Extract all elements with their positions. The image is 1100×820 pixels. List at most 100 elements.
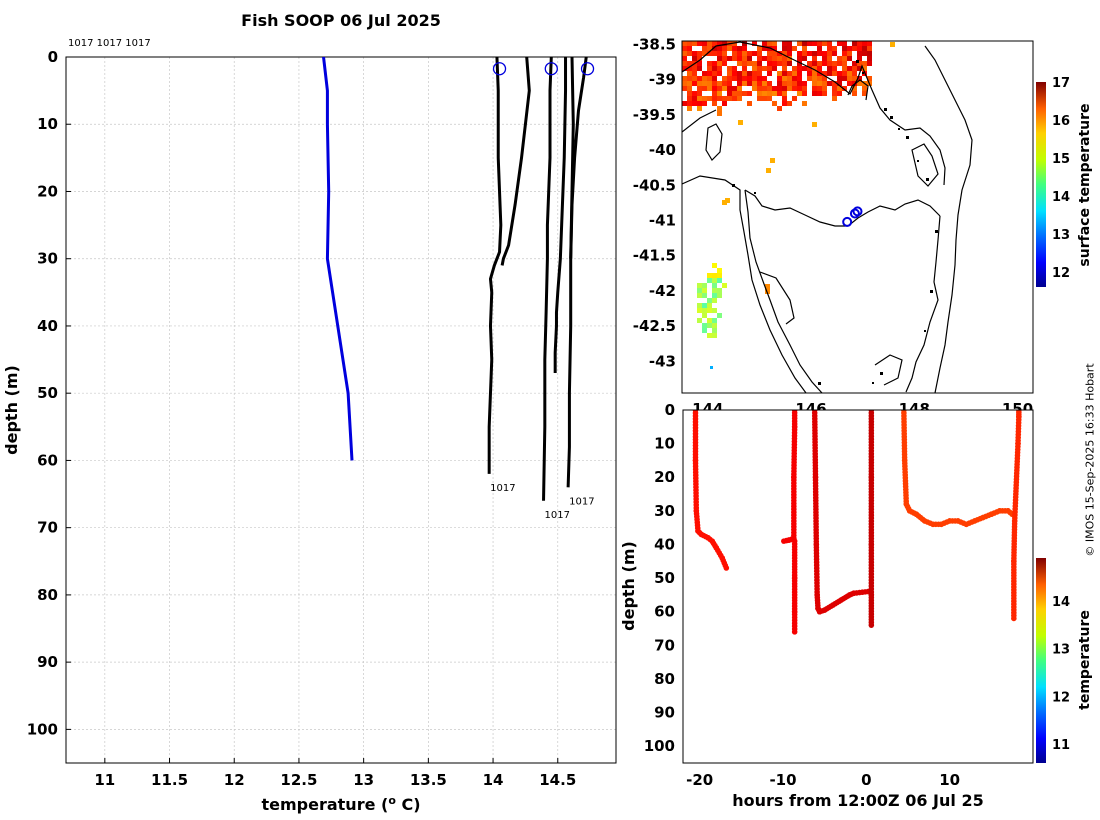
sst-pixel bbox=[682, 51, 687, 56]
y-tick: 80 bbox=[37, 586, 58, 604]
sst-pixel bbox=[857, 51, 862, 56]
sst-pixel bbox=[847, 51, 852, 56]
sst-pixel bbox=[782, 86, 787, 91]
sst-pixel bbox=[712, 81, 717, 86]
section-points bbox=[692, 410, 1022, 635]
sst-pixel bbox=[772, 91, 777, 96]
x-tick: 14.5 bbox=[539, 771, 576, 789]
sst-pixel bbox=[742, 61, 747, 66]
sst-pixel bbox=[797, 81, 802, 86]
sst-pixel bbox=[682, 101, 687, 106]
profile-series-1017-c bbox=[542, 57, 553, 501]
profile-top-labels: 1017 1017 1017 bbox=[68, 38, 151, 49]
sst-pixel bbox=[732, 86, 737, 91]
x-tick: 10 bbox=[939, 771, 960, 789]
section-point bbox=[868, 622, 875, 628]
sst-pixel bbox=[802, 91, 807, 96]
sst-pixel bbox=[742, 71, 747, 76]
section-x-label: hours from 12:00Z 06 Jul 25 bbox=[732, 791, 983, 810]
deployment-marker bbox=[842, 216, 853, 227]
profile-y-label: depth (m) bbox=[2, 365, 21, 455]
x-label-sup: o bbox=[388, 794, 396, 807]
sst-pixel bbox=[697, 86, 702, 91]
sst-pixel bbox=[682, 41, 687, 46]
sst-pixel bbox=[862, 91, 867, 96]
coast-dots bbox=[732, 60, 938, 385]
sst-pixel bbox=[812, 51, 817, 56]
sst-pixel bbox=[702, 46, 707, 51]
y-tick: 10 bbox=[37, 115, 58, 133]
sst-pixel bbox=[707, 333, 712, 338]
sst-pixel bbox=[847, 81, 852, 86]
sst-pixel bbox=[787, 86, 792, 91]
sst-pixel bbox=[822, 61, 827, 66]
sst-pixel bbox=[747, 91, 752, 96]
sst-pixel bbox=[787, 41, 792, 46]
sst-pixel bbox=[767, 56, 772, 61]
sst-pixel bbox=[762, 86, 767, 91]
profile-series-1017-d bbox=[553, 57, 568, 374]
sst-pixel bbox=[787, 51, 792, 56]
sst-pixel bbox=[837, 56, 842, 61]
sst-pixel bbox=[792, 71, 797, 76]
sst-pixel bbox=[697, 318, 702, 323]
sst-pixel bbox=[867, 61, 872, 66]
sst-pixel bbox=[682, 81, 687, 86]
sst-pixel bbox=[857, 76, 862, 81]
profile-series-1017-a bbox=[487, 57, 503, 474]
sst-pixel bbox=[822, 81, 827, 86]
sst-pixel bbox=[827, 46, 832, 51]
sst-pixel bbox=[807, 71, 812, 76]
sst-pixel bbox=[712, 86, 717, 91]
map-colorbar bbox=[1036, 82, 1046, 287]
profile-series-1017-b bbox=[500, 57, 531, 266]
sst-pixel bbox=[862, 86, 867, 91]
profile-x-ticks: 11 11.5 12 12.5 13 13.5 14 14.5 bbox=[94, 771, 576, 789]
sst-pixel bbox=[737, 56, 742, 61]
sst-pixel bbox=[807, 51, 812, 56]
x-tick: 14 bbox=[483, 771, 504, 789]
sst-pixel bbox=[712, 91, 717, 96]
sst-pixel bbox=[682, 46, 687, 51]
sst-pixel bbox=[737, 71, 742, 76]
sst-pixel bbox=[857, 66, 862, 71]
sst-pixel bbox=[782, 101, 787, 106]
sst-pixel bbox=[852, 86, 857, 91]
section-colorbar bbox=[1036, 558, 1046, 763]
sst-pixel bbox=[762, 41, 767, 46]
sst-pixel bbox=[772, 61, 777, 66]
sst-pixel bbox=[802, 41, 807, 46]
sst-pixel bbox=[707, 76, 712, 81]
deployment-markers bbox=[842, 206, 863, 227]
tasman-peninsula bbox=[874, 354, 903, 386]
sst-pixel bbox=[792, 46, 797, 51]
sst-pixel bbox=[852, 76, 857, 81]
x-tick: 11.5 bbox=[151, 771, 188, 789]
sst-pixel bbox=[692, 81, 697, 86]
sst-pixel bbox=[727, 91, 732, 96]
king-island bbox=[705, 123, 723, 161]
sst-pixel bbox=[767, 61, 772, 66]
profile-grid bbox=[66, 56, 616, 763]
sst-pixel bbox=[787, 101, 792, 106]
flinders-island bbox=[911, 143, 939, 187]
sst-pixel bbox=[687, 96, 692, 101]
sst-pixel bbox=[827, 66, 832, 71]
sst-pixel bbox=[792, 96, 797, 101]
y-tick: 0 bbox=[48, 48, 58, 66]
sst-pixel bbox=[732, 66, 737, 71]
surface-marker bbox=[544, 62, 558, 76]
sst-pixel bbox=[687, 61, 692, 66]
sst-pixel bbox=[797, 76, 802, 81]
sst-pixel bbox=[717, 91, 722, 96]
sst-pixel bbox=[727, 76, 732, 81]
sst-pixel bbox=[717, 61, 722, 66]
sst-pixel bbox=[687, 101, 692, 106]
sst-pixel bbox=[812, 86, 817, 91]
sst-pixel bbox=[732, 56, 737, 61]
sst-pixel bbox=[812, 61, 817, 66]
sst-pixel bbox=[827, 41, 832, 46]
y-tick: 50 bbox=[37, 384, 58, 402]
sst-pixel bbox=[752, 61, 757, 66]
sst-pixel bbox=[792, 76, 797, 81]
